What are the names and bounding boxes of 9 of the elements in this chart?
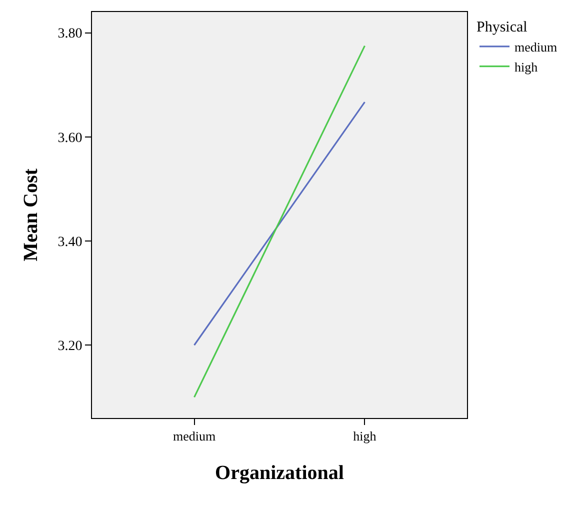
y-axis-title: Mean Cost xyxy=(20,168,42,262)
legend-title: Physical xyxy=(476,20,528,36)
legend-label: medium xyxy=(514,40,558,55)
y-tick-label: 3.40 xyxy=(58,234,82,250)
x-axis-title: Organizational xyxy=(215,462,344,484)
y-tick-label: 3.80 xyxy=(58,26,82,42)
y-tick-label: 3.20 xyxy=(58,339,82,354)
y-tick-label: 3.60 xyxy=(58,130,82,146)
legend-label: high xyxy=(514,59,538,74)
